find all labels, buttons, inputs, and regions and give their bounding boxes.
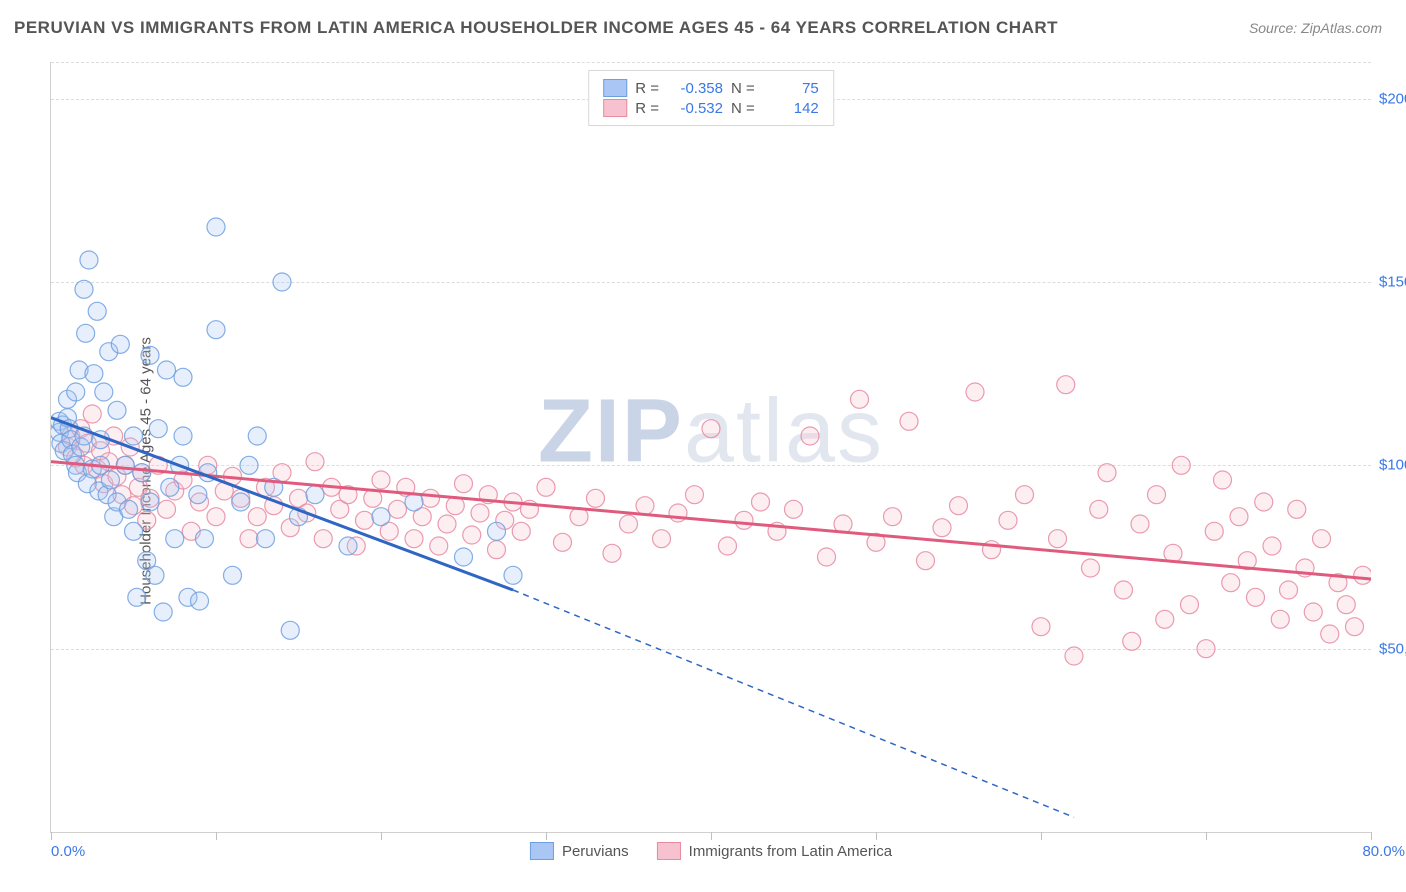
legend-bottom-swatch-1 — [657, 842, 681, 860]
chart-container: Householder Income Ages 45 - 64 years ZI… — [0, 50, 1406, 892]
x-tick — [51, 832, 52, 840]
r-value-0: -0.358 — [667, 80, 723, 97]
y-tick-label: $200,000 — [1373, 90, 1406, 107]
y-tick-label: $150,000 — [1373, 274, 1406, 291]
x-tick — [216, 832, 217, 840]
legend-bottom-swatch-0 — [530, 842, 554, 860]
r-value-1: -0.532 — [667, 100, 723, 117]
legend-item-1: Immigrants from Latin America — [657, 842, 892, 860]
x-tick — [1206, 832, 1207, 840]
x-tick — [876, 832, 877, 840]
x-tick — [711, 832, 712, 840]
legend-bottom-label-1: Immigrants from Latin America — [689, 843, 892, 860]
legend-bottom-label-0: Peruvians — [562, 843, 629, 860]
x-tick — [1371, 832, 1372, 840]
x-tick — [381, 832, 382, 840]
legend-item-0: Peruvians — [530, 842, 629, 860]
r-label-1: R = — [635, 100, 659, 117]
n-label-1: N = — [731, 100, 755, 117]
n-value-1: 142 — [763, 100, 819, 117]
x-axis-max-label: 80.0% — [1362, 843, 1405, 860]
r-label-0: R = — [635, 80, 659, 97]
legend-swatch-0 — [603, 79, 627, 97]
x-tick — [546, 832, 547, 840]
x-axis-min-label: 0.0% — [51, 843, 85, 860]
n-value-0: 75 — [763, 80, 819, 97]
scatter-svg — [51, 62, 1371, 832]
x-tick — [1041, 832, 1042, 840]
y-tick-label: $50,000 — [1373, 640, 1406, 657]
legend-row-1: R = -0.532 N = 142 — [603, 99, 819, 117]
plot-area: ZIPatlas R = -0.358 N = 75 R = -0.532 N … — [50, 62, 1371, 833]
legend-row-0: R = -0.358 N = 75 — [603, 79, 819, 97]
source-label: Source: ZipAtlas.com — [1249, 20, 1382, 36]
legend-bottom: Peruvians Immigrants from Latin America — [530, 842, 892, 860]
n-label-0: N = — [731, 80, 755, 97]
legend-correlation-box: R = -0.358 N = 75 R = -0.532 N = 142 — [588, 70, 834, 126]
legend-swatch-1 — [603, 99, 627, 117]
chart-title: PERUVIAN VS IMMIGRANTS FROM LATIN AMERIC… — [14, 18, 1058, 38]
y-tick-label: $100,000 — [1373, 457, 1406, 474]
